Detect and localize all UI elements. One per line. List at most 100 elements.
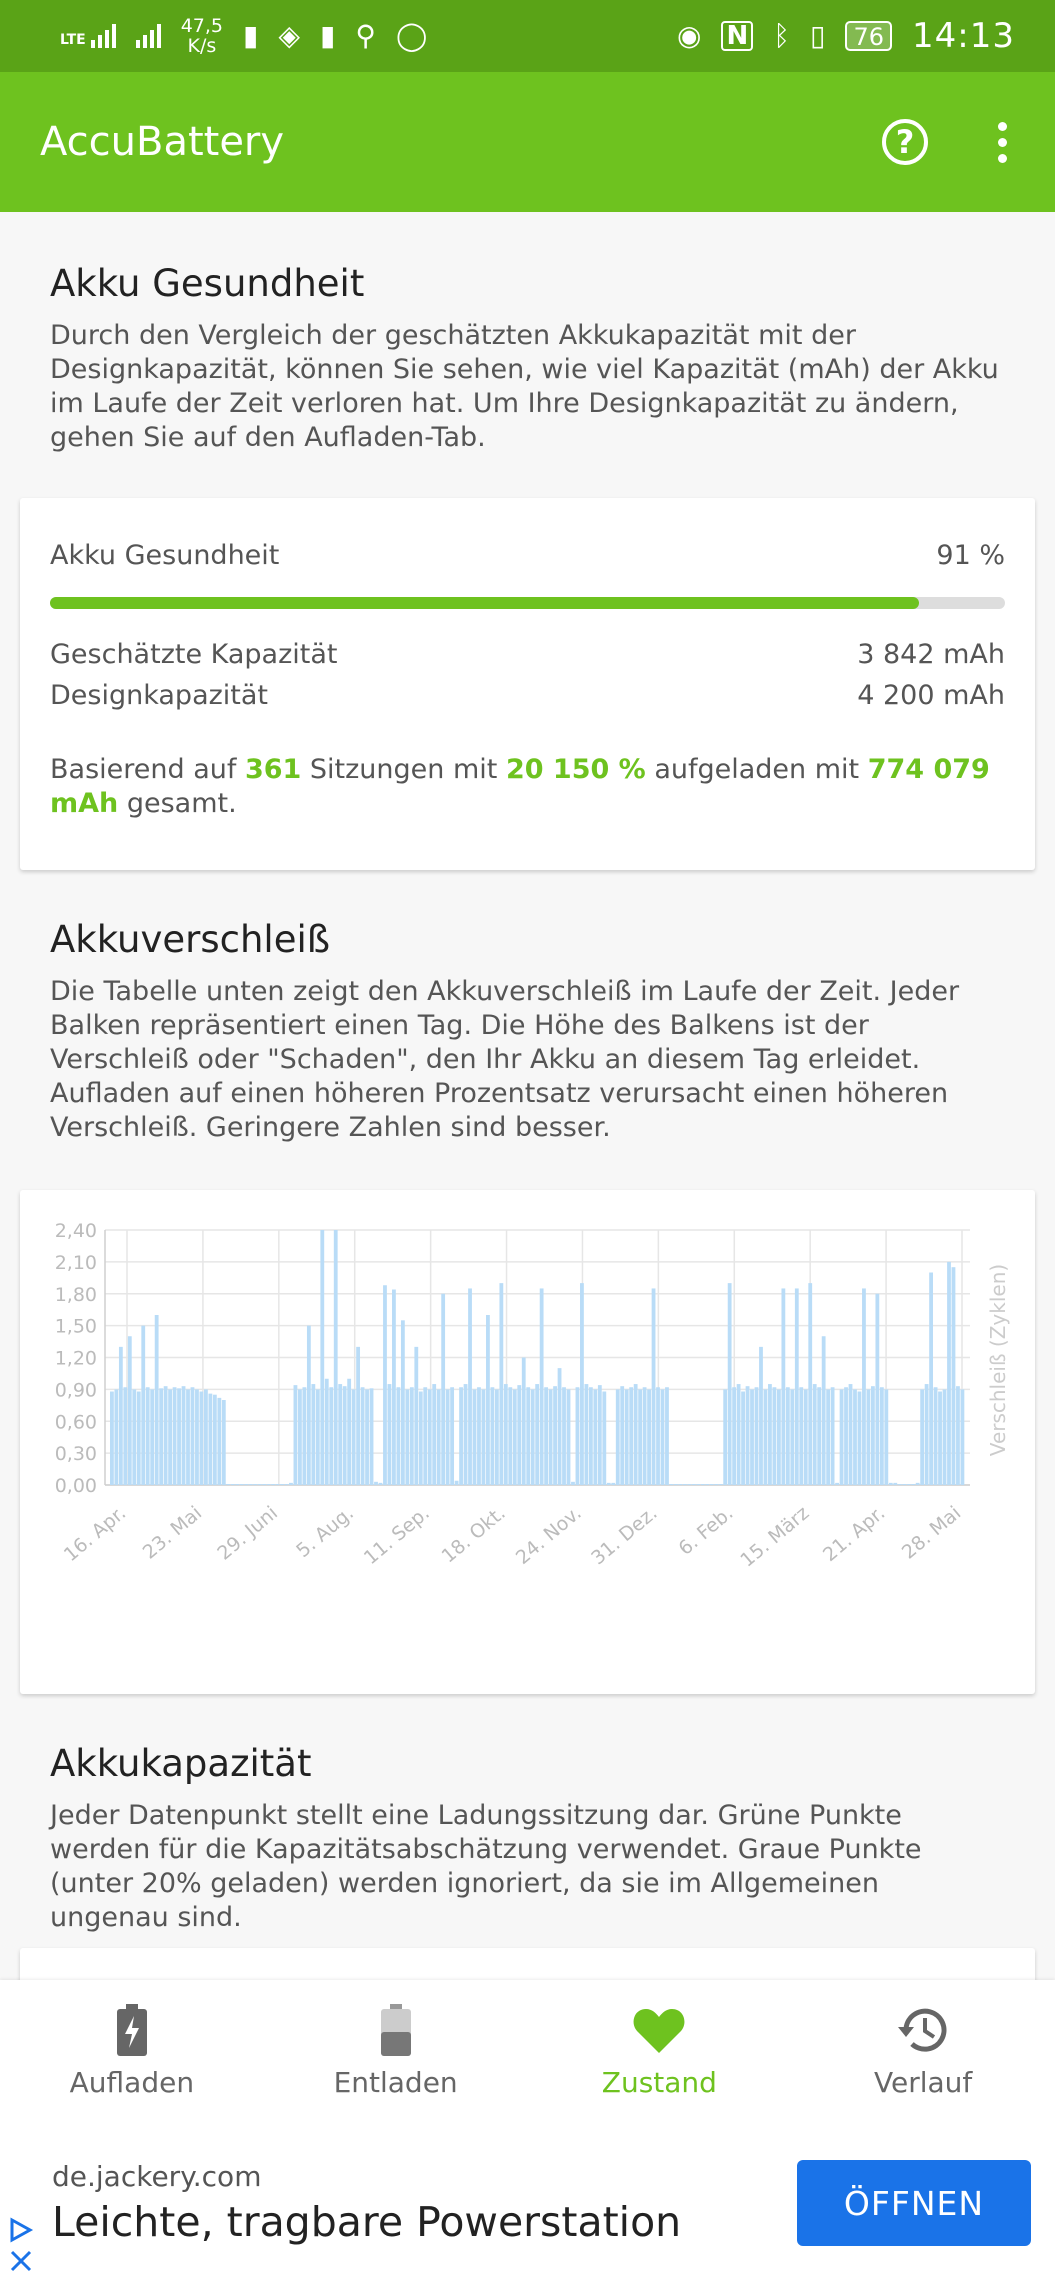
clock: 14:13 [912, 16, 1015, 56]
wear-bar [924, 1384, 929, 1485]
health-label: Akku Gesundheit [50, 540, 280, 571]
nav-discharge[interactable]: Entladen [264, 1980, 528, 2120]
nfc-icon: N [721, 21, 754, 51]
wear-bar [141, 1325, 146, 1485]
wear-bar [620, 1386, 625, 1485]
health-progress-bar [50, 597, 1005, 609]
wear-bar [298, 1389, 302, 1485]
wear-bar [468, 1288, 472, 1485]
y-tick-label: 0,00 [55, 1475, 97, 1497]
wear-bar [127, 1336, 132, 1485]
x-tick-label: 15. März [736, 1502, 813, 1572]
ad-domain[interactable]: de.jackery.com [52, 2160, 262, 2193]
wear-chart-card: 0,00 0,30 0,60 0,90 1,20 1,50 1,80 2,10 2,40 16. … [20, 1190, 1035, 1694]
help-icon[interactable]: ? [882, 119, 928, 165]
estimated-capacity-value: 3 842 mAh [857, 639, 1005, 670]
wear-bar [436, 1389, 441, 1485]
nav-charge[interactable]: Aufladen [0, 1980, 264, 2120]
capacity-description: Jeder Datenpunkt stellt eine Ladungssitz… [50, 1800, 922, 1933]
wear-description: Die Tabelle unten zeigt den Akkuverschle… [50, 976, 960, 1143]
sessions-count: 361 [244, 754, 302, 785]
wear-bar [835, 1482, 839, 1485]
wear-bar [938, 1391, 942, 1485]
wear-bar [248, 1484, 253, 1485]
y-tick-label: 0,90 [55, 1379, 97, 1401]
more-options-icon[interactable] [998, 121, 1007, 163]
wear-bar [463, 1384, 468, 1485]
wear-bar [906, 1484, 911, 1485]
speed-value: 47,5 [180, 15, 224, 37]
wear-bar [665, 1387, 669, 1485]
y-axis-label: Verschleiß (Zyklen) [986, 1264, 1010, 1456]
nav-charge-label: Aufladen [69, 2065, 195, 2099]
wear-bar [257, 1484, 262, 1485]
wear-bar [284, 1484, 289, 1485]
wear-bar [118, 1346, 123, 1485]
wear-bar [266, 1484, 271, 1485]
y-tick-label: 2,10 [55, 1252, 97, 1274]
battery-small-icon-2: ▮ [320, 19, 336, 52]
wear-bar [396, 1387, 401, 1485]
wear-bar [597, 1385, 602, 1485]
wear-bar [960, 1389, 965, 1485]
wear-bar [548, 1389, 553, 1485]
ad-banner[interactable]: de.jackery.com Leichte, tragbare Powerst… [0, 2120, 1055, 2286]
wear-bar [280, 1484, 284, 1485]
capacity-title: Akkukapazität [50, 1742, 312, 1785]
x-tick-label: 16. Apr. [60, 1502, 130, 1566]
app-bar: AccuBattery ? [0, 72, 1055, 212]
wear-bar [306, 1325, 311, 1485]
nav-health[interactable]: Zustand [528, 1980, 792, 2120]
wear-bar [199, 1391, 204, 1485]
network-speed: 47,5 K/s [181, 16, 223, 56]
x-tick-label: 11. Sep. [360, 1502, 434, 1569]
eye-icon: ◉ [677, 19, 702, 52]
ad-choices[interactable] [6, 2212, 38, 2278]
status-right: ◉ N ᛒ ▯ 76 14:13 [677, 16, 1015, 56]
y-tick-label: 0,30 [55, 1443, 97, 1465]
wear-bar [696, 1484, 701, 1485]
wear-bar [441, 1293, 446, 1485]
wear-bar [656, 1387, 660, 1485]
wear-bar [956, 1386, 960, 1485]
health-section: Akku Gesundheit Durch den Vergleich der … [0, 262, 1055, 455]
wear-bar [951, 1267, 956, 1485]
wear-bar [239, 1484, 244, 1485]
wear-bar [942, 1389, 947, 1485]
wear-bar [682, 1484, 687, 1485]
wear-bar [745, 1386, 750, 1485]
x-tick-label: 23. Mai [139, 1502, 206, 1564]
wear-bar [687, 1484, 692, 1485]
wear-bar [911, 1484, 916, 1485]
wear-bar [481, 1389, 486, 1485]
wear-bar [136, 1391, 141, 1485]
wear-bar [817, 1387, 822, 1485]
y-tick-label: 1,20 [55, 1348, 97, 1370]
nav-history[interactable]: Verlauf [791, 1980, 1055, 2120]
wear-bar [794, 1288, 799, 1485]
wear-bar [790, 1389, 795, 1485]
wear-bar [378, 1482, 383, 1485]
wear-bar [221, 1400, 226, 1485]
wear-bar [638, 1389, 643, 1485]
wear-bar [387, 1384, 392, 1485]
wear-bar [915, 1482, 920, 1485]
wear-bar [450, 1387, 455, 1485]
wear-bar [208, 1393, 213, 1485]
design-capacity-value: 4 200 mAh [857, 680, 1005, 711]
wear-bar [624, 1389, 629, 1485]
wear-bar [611, 1482, 616, 1485]
wear-bar [575, 1387, 580, 1485]
wear-bar [526, 1387, 531, 1485]
wear-bar [781, 1288, 786, 1485]
wear-bar [920, 1389, 925, 1485]
ad-headline[interactable]: Leichte, tragbare Powerstation [52, 2198, 682, 2246]
x-tick-label: 28. Mai [898, 1502, 965, 1564]
bottom-navigation: Aufladen Entladen Zustand Verlauf [0, 1980, 1055, 2122]
history-icon [893, 2002, 953, 2058]
wear-bar [750, 1389, 754, 1485]
ad-open-button[interactable]: ÖFFNEN [797, 2160, 1031, 2246]
wear-bar [606, 1482, 611, 1485]
ad-info-icon[interactable] [6, 2212, 36, 2274]
bluetooth-icon: ᛒ [773, 19, 791, 52]
